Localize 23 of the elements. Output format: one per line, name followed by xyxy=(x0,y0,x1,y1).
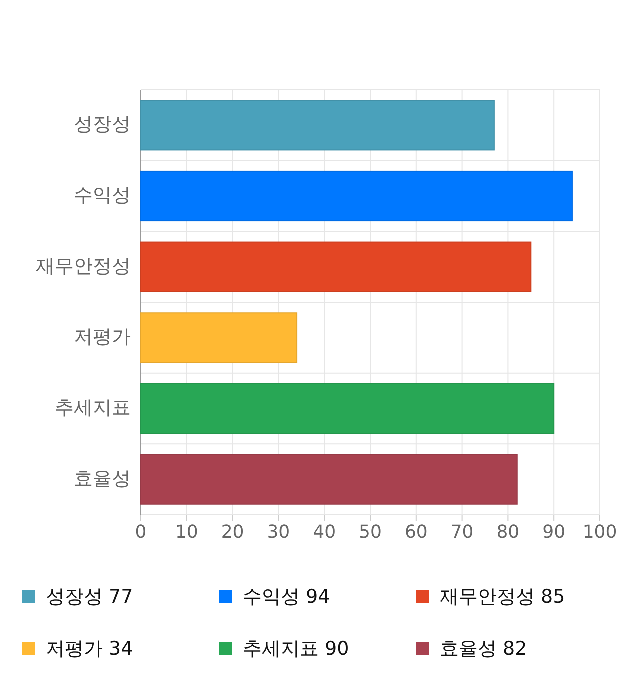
legend-label: 재무안정성 85 xyxy=(440,586,566,608)
legend-label: 저평가 34 xyxy=(46,638,134,660)
y-tick-label: 효율성 xyxy=(74,468,131,490)
y-tick-label: 재무안정성 xyxy=(36,255,131,278)
y-tick-label: 추세지표 xyxy=(55,396,131,419)
x-tick-label: 30 xyxy=(267,522,290,543)
x-tick-label: 60 xyxy=(404,522,428,543)
x-tick-label: 10 xyxy=(175,522,198,543)
legend-label: 수익성 94 xyxy=(243,586,330,608)
x-tick-label: 70 xyxy=(450,522,474,543)
x-tick-label: 40 xyxy=(313,522,336,543)
x-tick-label: 100 xyxy=(582,522,618,543)
x-tick-label: 90 xyxy=(542,522,566,543)
y-tick-label: 수익성 xyxy=(74,184,131,206)
x-tick-label: 20 xyxy=(221,522,244,543)
x-tick-label: 50 xyxy=(359,522,382,543)
legend-label: 효율성 82 xyxy=(440,638,528,660)
x-tick-label: 80 xyxy=(496,522,520,543)
x-tick-label: 0 xyxy=(135,522,147,543)
legend-label: 성장성 77 xyxy=(46,586,134,608)
legend-label: 추세지표 90 xyxy=(243,638,350,660)
y-tick-label: 성장성 xyxy=(74,114,131,136)
y-tick-label: 저평가 xyxy=(74,326,131,348)
